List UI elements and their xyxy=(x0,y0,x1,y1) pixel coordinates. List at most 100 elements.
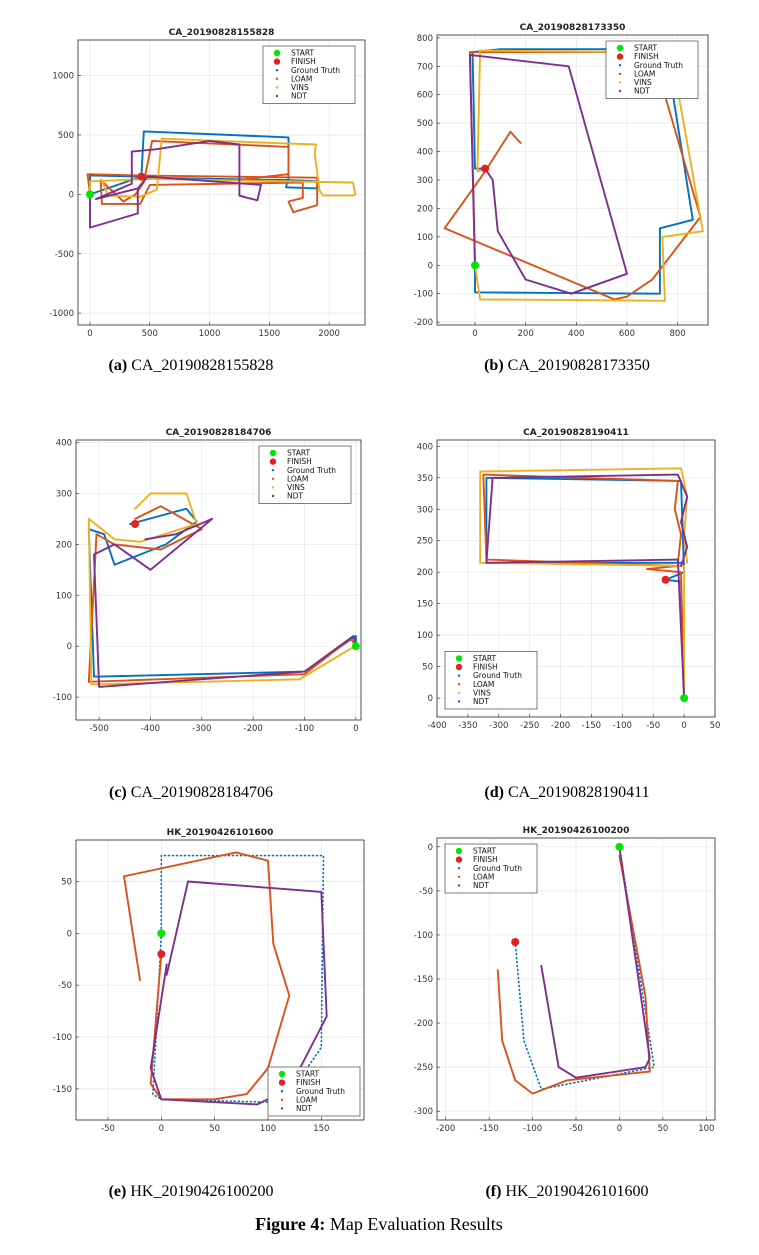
start-marker xyxy=(680,694,689,703)
plot-area xyxy=(85,130,357,229)
caption-c-letter: (c) xyxy=(109,784,127,801)
legend-label: LOAM xyxy=(296,1095,317,1104)
x-tick-label: -200 xyxy=(551,721,570,731)
caption-e-text: HK_20190426100200 xyxy=(130,1183,273,1200)
plot-frame xyxy=(436,439,716,718)
y-tick-label: -150 xyxy=(414,975,433,985)
chart-panel-1: 0 500 1000 1500 2000 -1000 -500 0 500 1000 CA_2019… xyxy=(49,28,366,339)
start-marker xyxy=(85,190,94,199)
x-tick-label: 0 xyxy=(617,1124,622,1134)
y-tick-label: 50 xyxy=(61,877,72,887)
x-tick-label: 0 xyxy=(353,724,358,734)
series-line-vins xyxy=(89,137,357,198)
caption-b: (b) CA_20190828173350 xyxy=(484,357,650,374)
y-tick-label: 100 xyxy=(56,591,72,601)
finish-marker xyxy=(137,172,146,181)
legend-start-icon xyxy=(616,44,624,52)
legend-label: NDT xyxy=(634,87,650,96)
y-tick-label: 300 xyxy=(56,489,72,499)
series-line-ground-truth xyxy=(87,507,357,678)
x-tick-label: -150 xyxy=(582,721,601,731)
plot-area xyxy=(479,467,689,703)
legend-series-icon xyxy=(457,875,461,878)
x-tick-label: 1500 xyxy=(259,329,281,339)
series-line-ndt xyxy=(89,139,262,229)
legend-finish-icon xyxy=(455,663,463,671)
x-tick-label: 100 xyxy=(260,1124,276,1134)
y-tick-label: 100 xyxy=(417,631,433,641)
legend-series-icon xyxy=(275,77,279,81)
caption-c: (c) CA_20190828184706 xyxy=(109,784,273,801)
x-tick-label: -250 xyxy=(520,721,539,731)
chart-panel-2: 0 200 400 600 800 -200 -100 0 100 200 300 400 500 600… xyxy=(414,23,709,339)
caption-a: (a) CA_20190828155828 xyxy=(109,357,274,374)
legend-series-icon xyxy=(280,1098,284,1102)
series-line-vins xyxy=(479,467,689,700)
series-line-ground-truth xyxy=(152,854,325,1104)
legend-series-icon xyxy=(457,674,461,677)
y-tick-label: 250 xyxy=(417,537,433,547)
legend-label: NDT xyxy=(473,697,489,706)
x-tick-label: 200 xyxy=(518,329,534,339)
legend-label: Ground Truth xyxy=(291,66,340,75)
x-tick-label: 50 xyxy=(710,721,721,731)
x-tick-label: 1000 xyxy=(199,329,221,339)
y-tick-label: 400 xyxy=(417,148,433,158)
x-tick-label: -400 xyxy=(141,724,160,734)
x-tick-label: 500 xyxy=(142,329,158,339)
series-line-loam xyxy=(123,851,291,1101)
plot-area xyxy=(496,842,655,1095)
y-tick-label: -200 xyxy=(414,1019,433,1029)
caption-e: (e) HK_20190426100200 xyxy=(109,1183,274,1200)
legend-label: START xyxy=(291,49,315,58)
x-tick-label: -150 xyxy=(479,1124,498,1134)
caption-e-letter: (e) xyxy=(109,1183,127,1200)
y-tick-label: 300 xyxy=(417,505,433,515)
legend-series-icon xyxy=(457,884,461,887)
legend-label: FINISH xyxy=(473,663,498,672)
legend-start-icon xyxy=(455,655,463,662)
caption-d-text: CA_20190828190411 xyxy=(508,784,650,801)
finish-marker xyxy=(661,575,670,584)
legend-series-icon xyxy=(457,700,461,703)
y-tick-label: 0 xyxy=(428,261,433,271)
x-tick-label: -200 xyxy=(436,1124,455,1134)
series-line-vins xyxy=(87,492,357,686)
y-tick-label: 200 xyxy=(56,540,72,550)
legend-label: FINISH xyxy=(473,855,498,864)
legend-label: Ground Truth xyxy=(634,61,683,70)
x-tick-label: 0 xyxy=(472,329,477,339)
legend-series-icon xyxy=(457,683,461,686)
x-tick-label: -50 xyxy=(569,1124,583,1134)
y-tick-label: -100 xyxy=(53,693,72,703)
legend-label: NDT xyxy=(296,1104,312,1113)
caption-d-letter: (d) xyxy=(484,784,504,801)
legend-label: Ground Truth xyxy=(296,1087,345,1096)
y-tick-label: 700 xyxy=(417,62,433,72)
x-tick-label: 0 xyxy=(159,1124,164,1134)
legend-series-icon xyxy=(271,486,275,489)
x-tick-label: -100 xyxy=(523,1124,542,1134)
legend-label: START xyxy=(634,44,658,53)
series-line-loam xyxy=(496,854,651,1095)
series-line-vins xyxy=(474,49,704,302)
legend-series-icon xyxy=(275,94,279,98)
y-tick-label: 200 xyxy=(417,204,433,214)
chart-title: CA_20190828155828 xyxy=(169,28,275,38)
legend-label: LOAM xyxy=(291,74,312,83)
chart-title: CA_20190828173350 xyxy=(520,23,626,33)
chart-panel-5: -50 0 50 100 150 -150 -100 -50 0 50 HK_20190426101… xyxy=(53,828,365,1134)
legend-series-icon xyxy=(457,867,461,870)
x-tick-label: 50 xyxy=(209,1124,220,1134)
x-tick-label: 100 xyxy=(698,1124,714,1134)
legend-label: NDT xyxy=(473,881,489,890)
y-tick-label: 50 xyxy=(422,663,433,673)
legend-series-icon xyxy=(280,1090,284,1093)
chart-title: HK_20190426100200 xyxy=(523,826,630,836)
legend-series-icon xyxy=(618,63,622,67)
caption-f-text: HK_20190426101600 xyxy=(505,1183,648,1200)
figure-caption: Figure 4: Map Evaluation Results xyxy=(255,1214,503,1234)
